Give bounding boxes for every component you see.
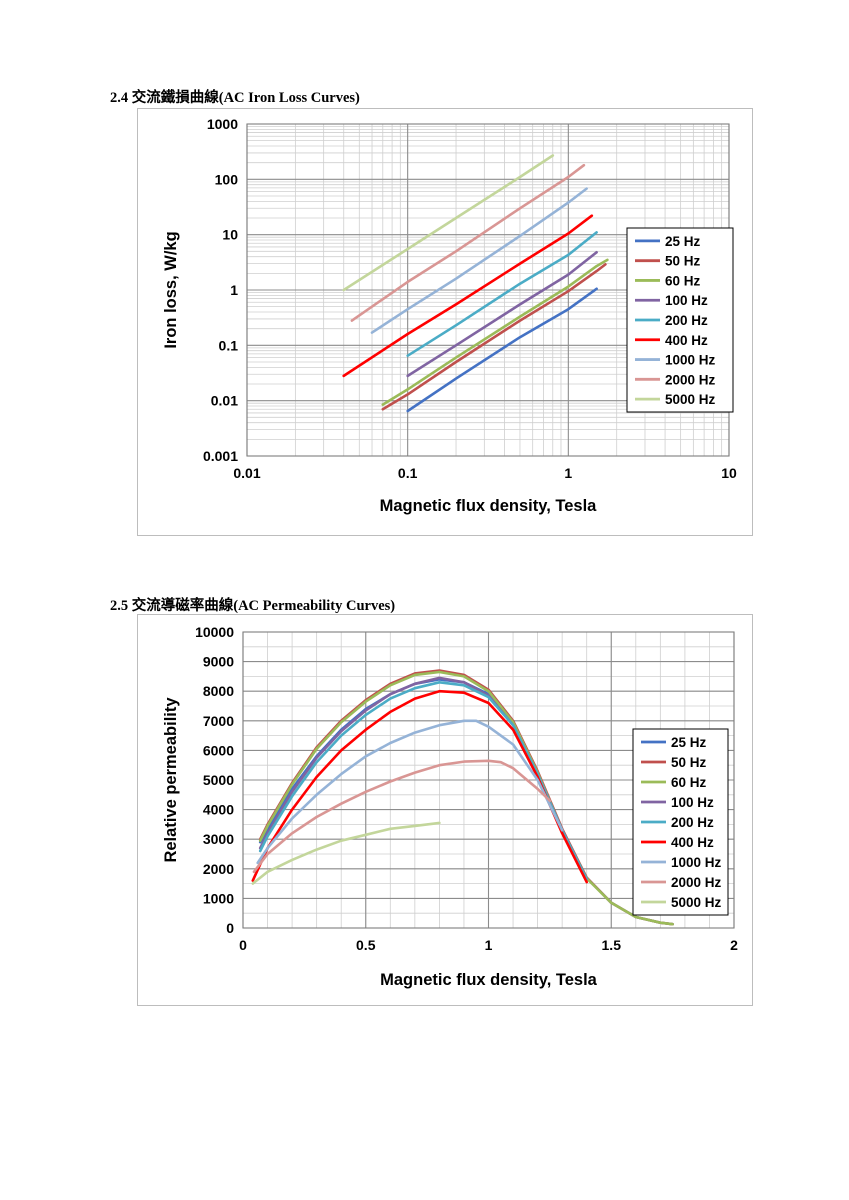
series-group	[342, 154, 609, 413]
series-line	[406, 251, 598, 378]
legend-label: 2000 Hz	[665, 372, 716, 387]
series-line	[251, 821, 441, 885]
x-tick-label: 2	[730, 937, 738, 953]
y-tick-label: 2000	[203, 861, 234, 877]
series-line	[406, 231, 598, 357]
x-tick-label: 0.1	[398, 465, 418, 481]
legend-label: 200 Hz	[671, 815, 714, 830]
x-tick-label: 1	[564, 465, 572, 481]
permeability-chart-frame: 0 0.5 1 1.5 2 0 1000 2000 3000 4000 5000 6000 7000 80…	[137, 614, 753, 1006]
series-line	[381, 258, 609, 406]
iron-loss-chart-frame: 0.01 0.1 1 10 0.001 0.01 0.1 1 10 100 1000 Magnetic…	[137, 108, 753, 536]
y-tick-label: 3000	[203, 831, 234, 847]
y-tick-label: 4000	[203, 802, 234, 818]
y-tick-label: 5000	[203, 772, 234, 788]
legend-label: 400 Hz	[671, 835, 714, 850]
x-tick-label: 0	[239, 937, 247, 953]
series-line	[251, 689, 588, 884]
x-tick-label: 1	[485, 937, 493, 953]
x-axis-title: Magnetic flux density, Tesla	[380, 971, 598, 989]
legend: 25 Hz 50 Hz 60 Hz 100 Hz 200 Hz 400 Hz 1000 Hz…	[632, 728, 729, 916]
y-tick-label: 1	[230, 282, 238, 298]
y-tick-label: 1000	[207, 116, 238, 132]
legend: 25 Hz 50 Hz 60 Hz 100 Hz 200 Hz 400 Hz 1000 Hz…	[626, 227, 734, 413]
permeability-chart: 0 0.5 1 1.5 2 0 1000 2000 3000 4000 5000 6000 7000 80…	[162, 624, 738, 989]
x-tick-label: 10	[721, 465, 737, 481]
x-axis-title: Magnetic flux density, Tesla	[380, 497, 598, 515]
series-line	[350, 163, 586, 322]
series-line	[258, 681, 588, 881]
legend-label: 100 Hz	[671, 795, 714, 810]
series-line	[370, 187, 588, 334]
series-line	[381, 263, 607, 411]
legend-label: 25 Hz	[671, 735, 707, 750]
series-line	[258, 670, 674, 926]
legend-label: 60 Hz	[671, 775, 707, 790]
series-line	[256, 719, 564, 865]
x-tick-label: 1.5	[602, 937, 622, 953]
y-tick-label: 8000	[203, 683, 234, 699]
y-tick-label: 100	[215, 171, 239, 187]
section-heading-iron-loss: 2.4 交流鐵損曲線(AC Iron Loss Curves)	[110, 90, 360, 106]
y-tick-label: 10	[222, 227, 238, 243]
y-tick-label: 0.1	[219, 337, 239, 353]
y-tick-label: 10000	[195, 624, 234, 640]
section-heading-permeability: 2.5 交流導磁率曲線(AC Permeability Curves)	[110, 598, 396, 614]
y-tick-label: 6000	[203, 742, 234, 758]
y-tick-label: 0.001	[203, 448, 238, 464]
series-line	[252, 759, 552, 874]
legend-label: 1000 Hz	[671, 855, 722, 870]
series-line	[342, 214, 594, 378]
legend-label: 2000 Hz	[671, 875, 722, 890]
y-tick-label: 0.01	[211, 393, 238, 409]
legend-label: 50 Hz	[671, 755, 707, 770]
y-tick-label: 1000	[203, 890, 234, 906]
legend-label: 25 Hz	[665, 234, 701, 249]
plot-area	[242, 631, 735, 929]
y-axis-title: Relative permeability	[162, 697, 180, 863]
iron-loss-chart: 0.01 0.1 1 100.0010.010.11101001000Magnetic…	[162, 116, 737, 515]
legend-label: 1000 Hz	[665, 353, 716, 368]
series-line	[342, 154, 555, 292]
legend-label: 5000 Hz	[665, 392, 716, 407]
legend-label: 400 Hz	[665, 333, 708, 348]
legend-label: 50 Hz	[665, 254, 701, 269]
y-axis-title: Iron loss, W/kg	[162, 231, 180, 348]
legend-label: 100 Hz	[665, 293, 708, 308]
y-tick-label: 7000	[203, 713, 234, 729]
x-tick-label: 0.01	[233, 465, 260, 481]
legend-label: 60 Hz	[665, 273, 701, 288]
y-tick-label: 0	[226, 920, 234, 936]
legend-label: 5000 Hz	[671, 895, 722, 910]
x-tick-label: 0.5	[356, 937, 376, 953]
legend-label: 200 Hz	[665, 313, 708, 328]
series-group	[251, 669, 674, 926]
y-tick-label: 9000	[203, 654, 234, 670]
series-line	[406, 287, 598, 413]
